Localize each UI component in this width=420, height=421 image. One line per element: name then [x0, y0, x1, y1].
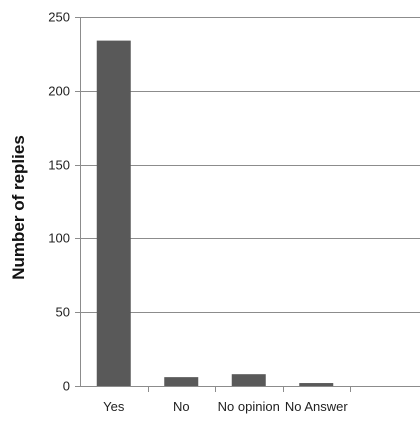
y-tick-label: 200 [48, 84, 70, 99]
x-tick-label: Yes [103, 399, 125, 414]
y-axis-label: Number of replies [9, 135, 28, 280]
x-tick-labels: Yes No No opinion No Answer [103, 399, 348, 414]
y-tick-label: 100 [48, 231, 70, 246]
bar-no [164, 377, 199, 386]
bar-no-opinion [231, 374, 266, 386]
y-tick-label: 250 [48, 10, 70, 25]
axes [75, 17, 420, 392]
x-tick-label: No [173, 399, 190, 414]
y-tick-label: 0 [63, 379, 70, 394]
y-tick-label: 150 [48, 158, 70, 173]
bar-no-answer [299, 383, 334, 386]
gridlines [80, 17, 420, 313]
bar-yes [96, 40, 131, 387]
x-tick-label: No opinion [218, 399, 280, 414]
bars [96, 40, 334, 387]
y-tick-labels: 0 50 100 150 200 250 [48, 10, 70, 394]
y-tick-label: 50 [56, 305, 70, 320]
x-tick-label: No Answer [285, 399, 349, 414]
